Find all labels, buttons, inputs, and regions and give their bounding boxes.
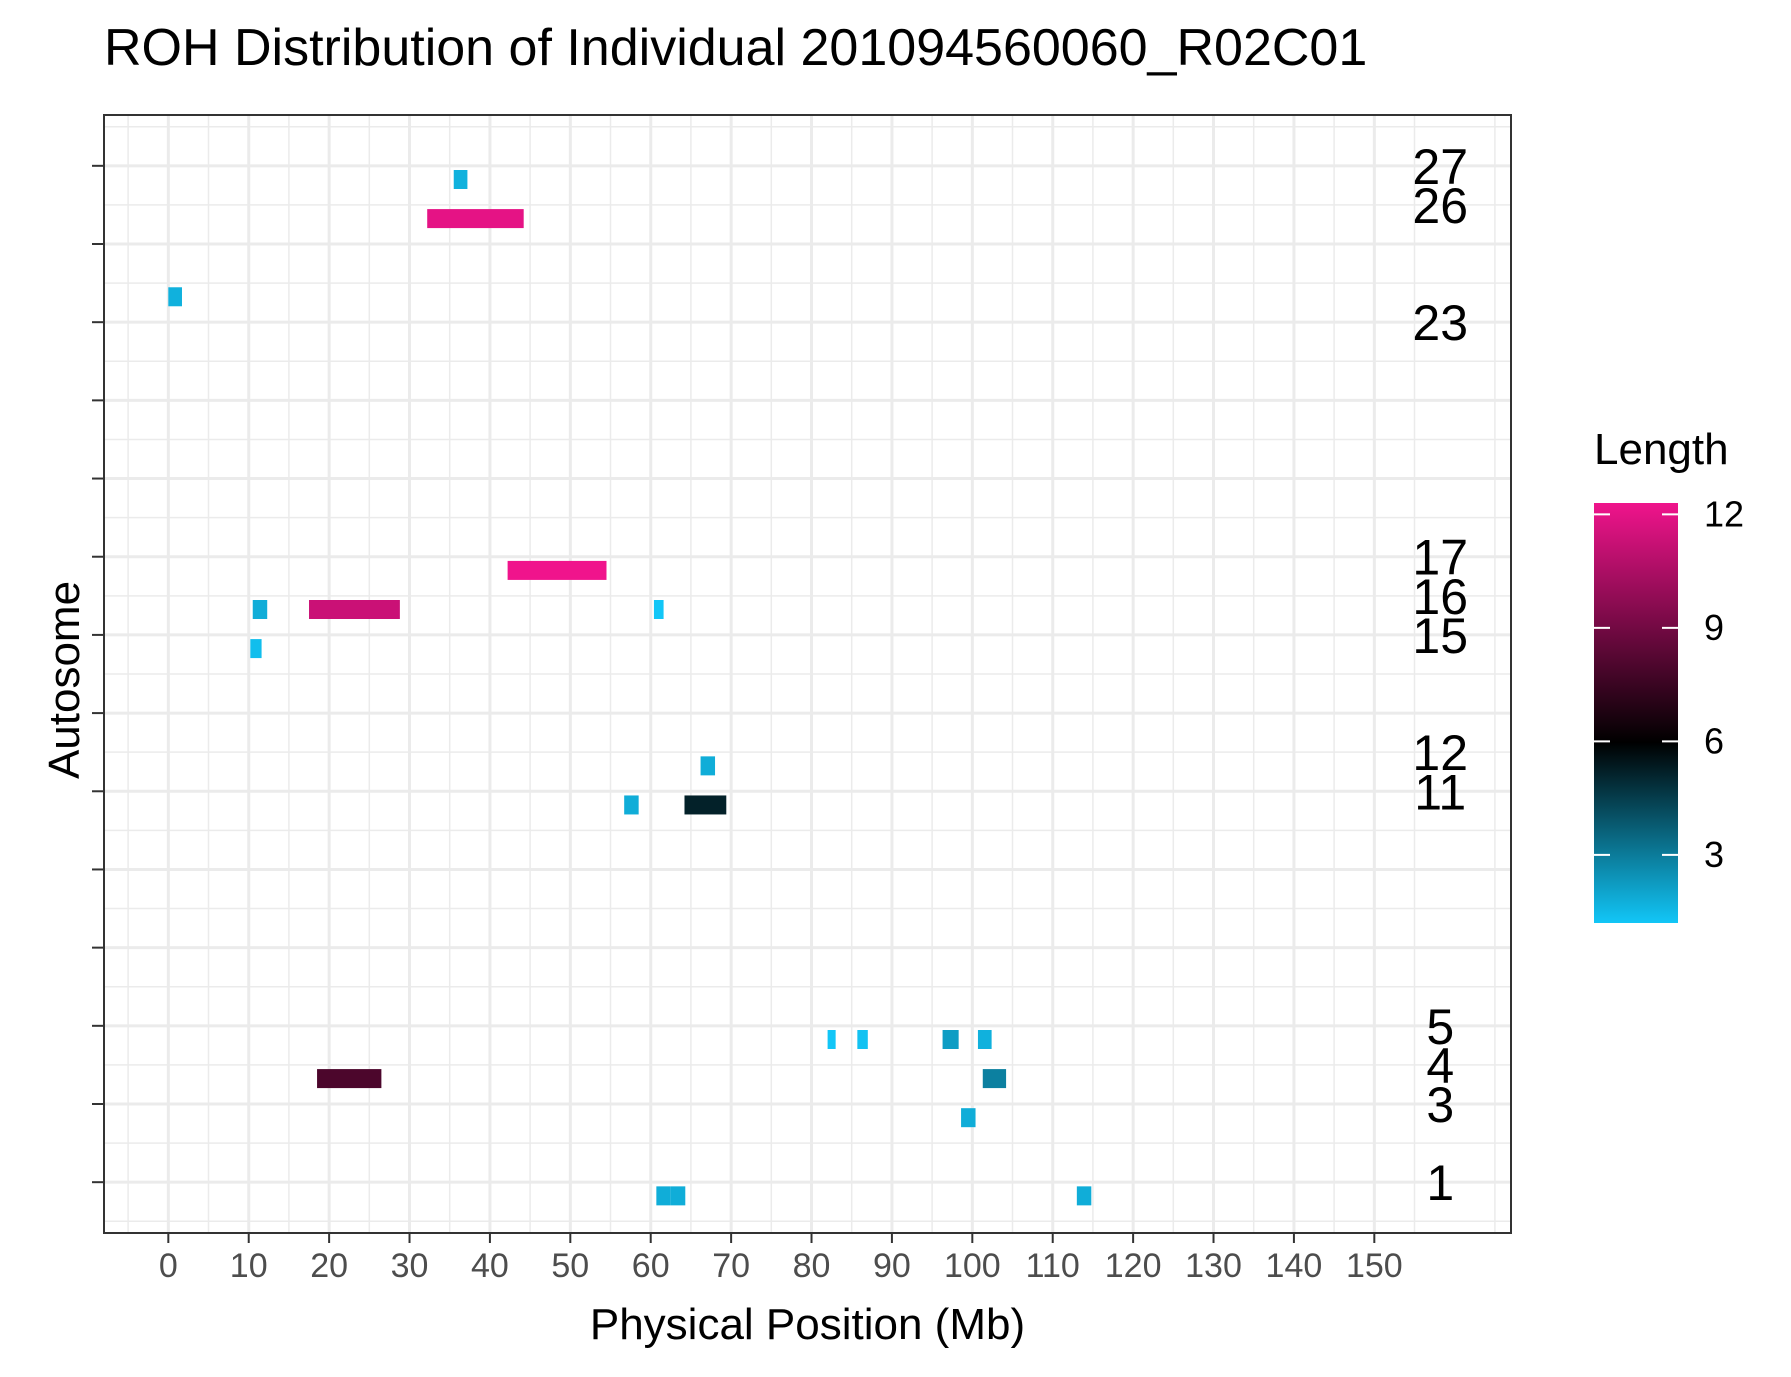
x-tick-label: 110 <box>1026 1247 1080 1285</box>
x-axis-label: Physical Position (Mb) <box>589 1300 1026 1349</box>
roh-segment <box>684 795 727 815</box>
chromosome-label: 17 <box>1412 530 1468 586</box>
roh-segment <box>827 1030 836 1049</box>
x-tick-label: 50 <box>551 1247 589 1285</box>
x-tick-label: 10 <box>230 1247 268 1285</box>
roh-segment <box>977 1030 992 1049</box>
chart-title: ROH Distribution of Individual 201094560… <box>104 19 1368 77</box>
x-tick-label: 100 <box>944 1247 1001 1285</box>
roh-segment <box>1076 1186 1092 1206</box>
legend-title: Length <box>1594 425 1729 474</box>
chromosome-label: 1 <box>1426 1155 1454 1211</box>
x-tick-label: 120 <box>1105 1247 1162 1285</box>
x-tick-label: 130 <box>1185 1247 1242 1285</box>
chromosome-label: 16 <box>1412 569 1468 625</box>
legend-tick-label: 3 <box>1704 834 1724 875</box>
roh-segment <box>309 600 400 619</box>
y-axis-label: Autosome <box>40 580 89 780</box>
x-tick-label: 140 <box>1266 1247 1323 1285</box>
roh-segment <box>656 1186 671 1206</box>
roh-segment <box>857 1030 868 1049</box>
legend-colorbar <box>1594 503 1678 923</box>
roh-segment <box>507 560 607 580</box>
legend-tick-label: 12 <box>1704 493 1744 534</box>
roh-segment <box>250 639 262 659</box>
x-tick-label: 20 <box>310 1247 348 1285</box>
roh-segment <box>961 1108 976 1128</box>
roh-segment <box>427 209 524 229</box>
x-tick-label: 150 <box>1346 1247 1403 1285</box>
x-tick-label: 30 <box>391 1247 429 1285</box>
chromosome-label: 23 <box>1412 295 1468 351</box>
chromosome-label: 26 <box>1412 178 1468 234</box>
roh-segment <box>653 600 664 619</box>
x-tick-label: 70 <box>712 1247 750 1285</box>
x-tick-label: 0 <box>159 1247 178 1285</box>
x-tick-label: 60 <box>632 1247 670 1285</box>
chromosome-label: 27 <box>1412 139 1468 195</box>
chromosome-label: 3 <box>1426 1077 1454 1133</box>
legend-tick-label: 6 <box>1704 720 1724 761</box>
chromosome-label: 4 <box>1426 1038 1454 1094</box>
roh-segment <box>624 795 639 815</box>
x-tick-label: 90 <box>873 1247 911 1285</box>
roh-segment <box>982 1069 1007 1089</box>
roh-segment <box>453 170 468 189</box>
plot-border <box>103 114 1512 1234</box>
chromosome-label: 12 <box>1412 725 1468 781</box>
roh-segment <box>252 600 268 619</box>
roh-segment <box>670 1186 686 1206</box>
roh-segment <box>168 287 182 307</box>
chromosome-label: 5 <box>1426 999 1454 1055</box>
roh-segment <box>317 1069 382 1089</box>
x-tick-label: 80 <box>793 1247 831 1285</box>
x-tick-label: 40 <box>471 1247 509 1285</box>
legend-tick-label: 9 <box>1704 607 1724 648</box>
roh-segment <box>942 1030 959 1049</box>
chromosome-label: 15 <box>1412 608 1468 664</box>
roh-segment <box>700 756 716 776</box>
chromosome-label: 11 <box>1414 764 1466 820</box>
